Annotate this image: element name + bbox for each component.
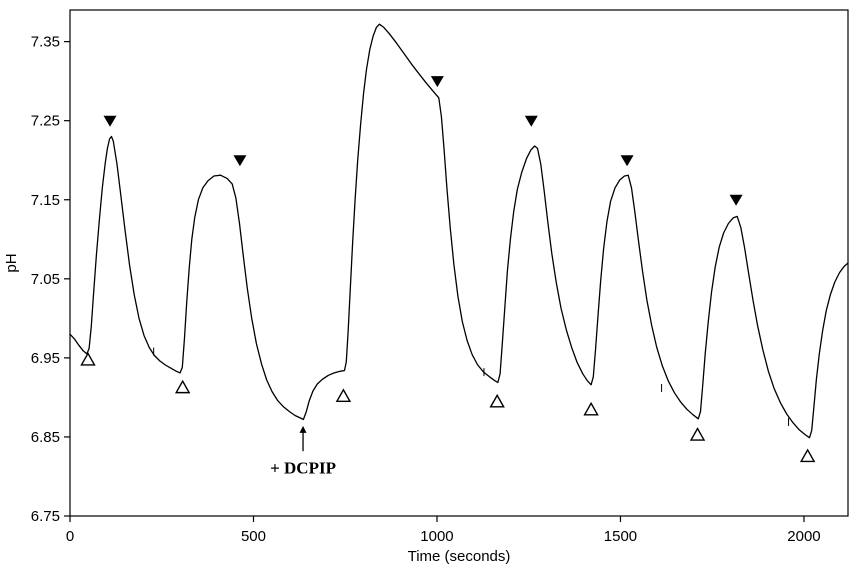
open-triangle-marker bbox=[583, 401, 599, 416]
y-tick-label: 6.85 bbox=[31, 429, 60, 446]
plot-frame bbox=[69, 9, 849, 517]
filled-triangle-marker bbox=[430, 76, 444, 88]
x-tick-label: 0 bbox=[66, 528, 74, 545]
y-tick-label: 7.05 bbox=[31, 271, 60, 288]
x-axis-title: Time (seconds) bbox=[408, 548, 511, 565]
open-triangle-marker bbox=[799, 448, 816, 463]
x-tick-label: 2000 bbox=[787, 528, 820, 545]
ph-trace-line bbox=[69, 23, 849, 439]
x-tick-label: 500 bbox=[241, 528, 266, 545]
open-triangle-marker bbox=[489, 393, 505, 408]
open-triangle-marker bbox=[174, 379, 191, 394]
filled-triangle-marker bbox=[729, 194, 743, 206]
y-tick-label: 7.15 bbox=[31, 192, 60, 209]
y-tick-label: 6.95 bbox=[31, 350, 60, 367]
x-tick-label: 1000 bbox=[420, 528, 453, 545]
filled-triangle-marker bbox=[524, 115, 538, 127]
y-tick-label: 7.25 bbox=[31, 113, 60, 130]
y-tick-label: 6.75 bbox=[31, 508, 60, 525]
filled-triangle-marker bbox=[233, 155, 247, 167]
open-triangle-marker bbox=[335, 388, 352, 403]
open-triangle-marker bbox=[689, 427, 706, 441]
x-tick-label: 1500 bbox=[604, 528, 637, 545]
chart-plot-area: 6.75 6.85 6.95 7.05 7.15 7.25 7.35 0 500 1000 1500… bbox=[31, 9, 849, 545]
dcpip-arrow-head bbox=[299, 425, 307, 433]
filled-triangle-marker bbox=[620, 155, 634, 167]
y-tick-label: 7.35 bbox=[31, 34, 60, 51]
dcpip-annotation-label: + DCPIP bbox=[270, 458, 336, 477]
open-triangle-marker bbox=[80, 352, 96, 366]
y-axis-title: pH bbox=[3, 253, 20, 272]
filled-triangle-marker bbox=[103, 115, 117, 127]
